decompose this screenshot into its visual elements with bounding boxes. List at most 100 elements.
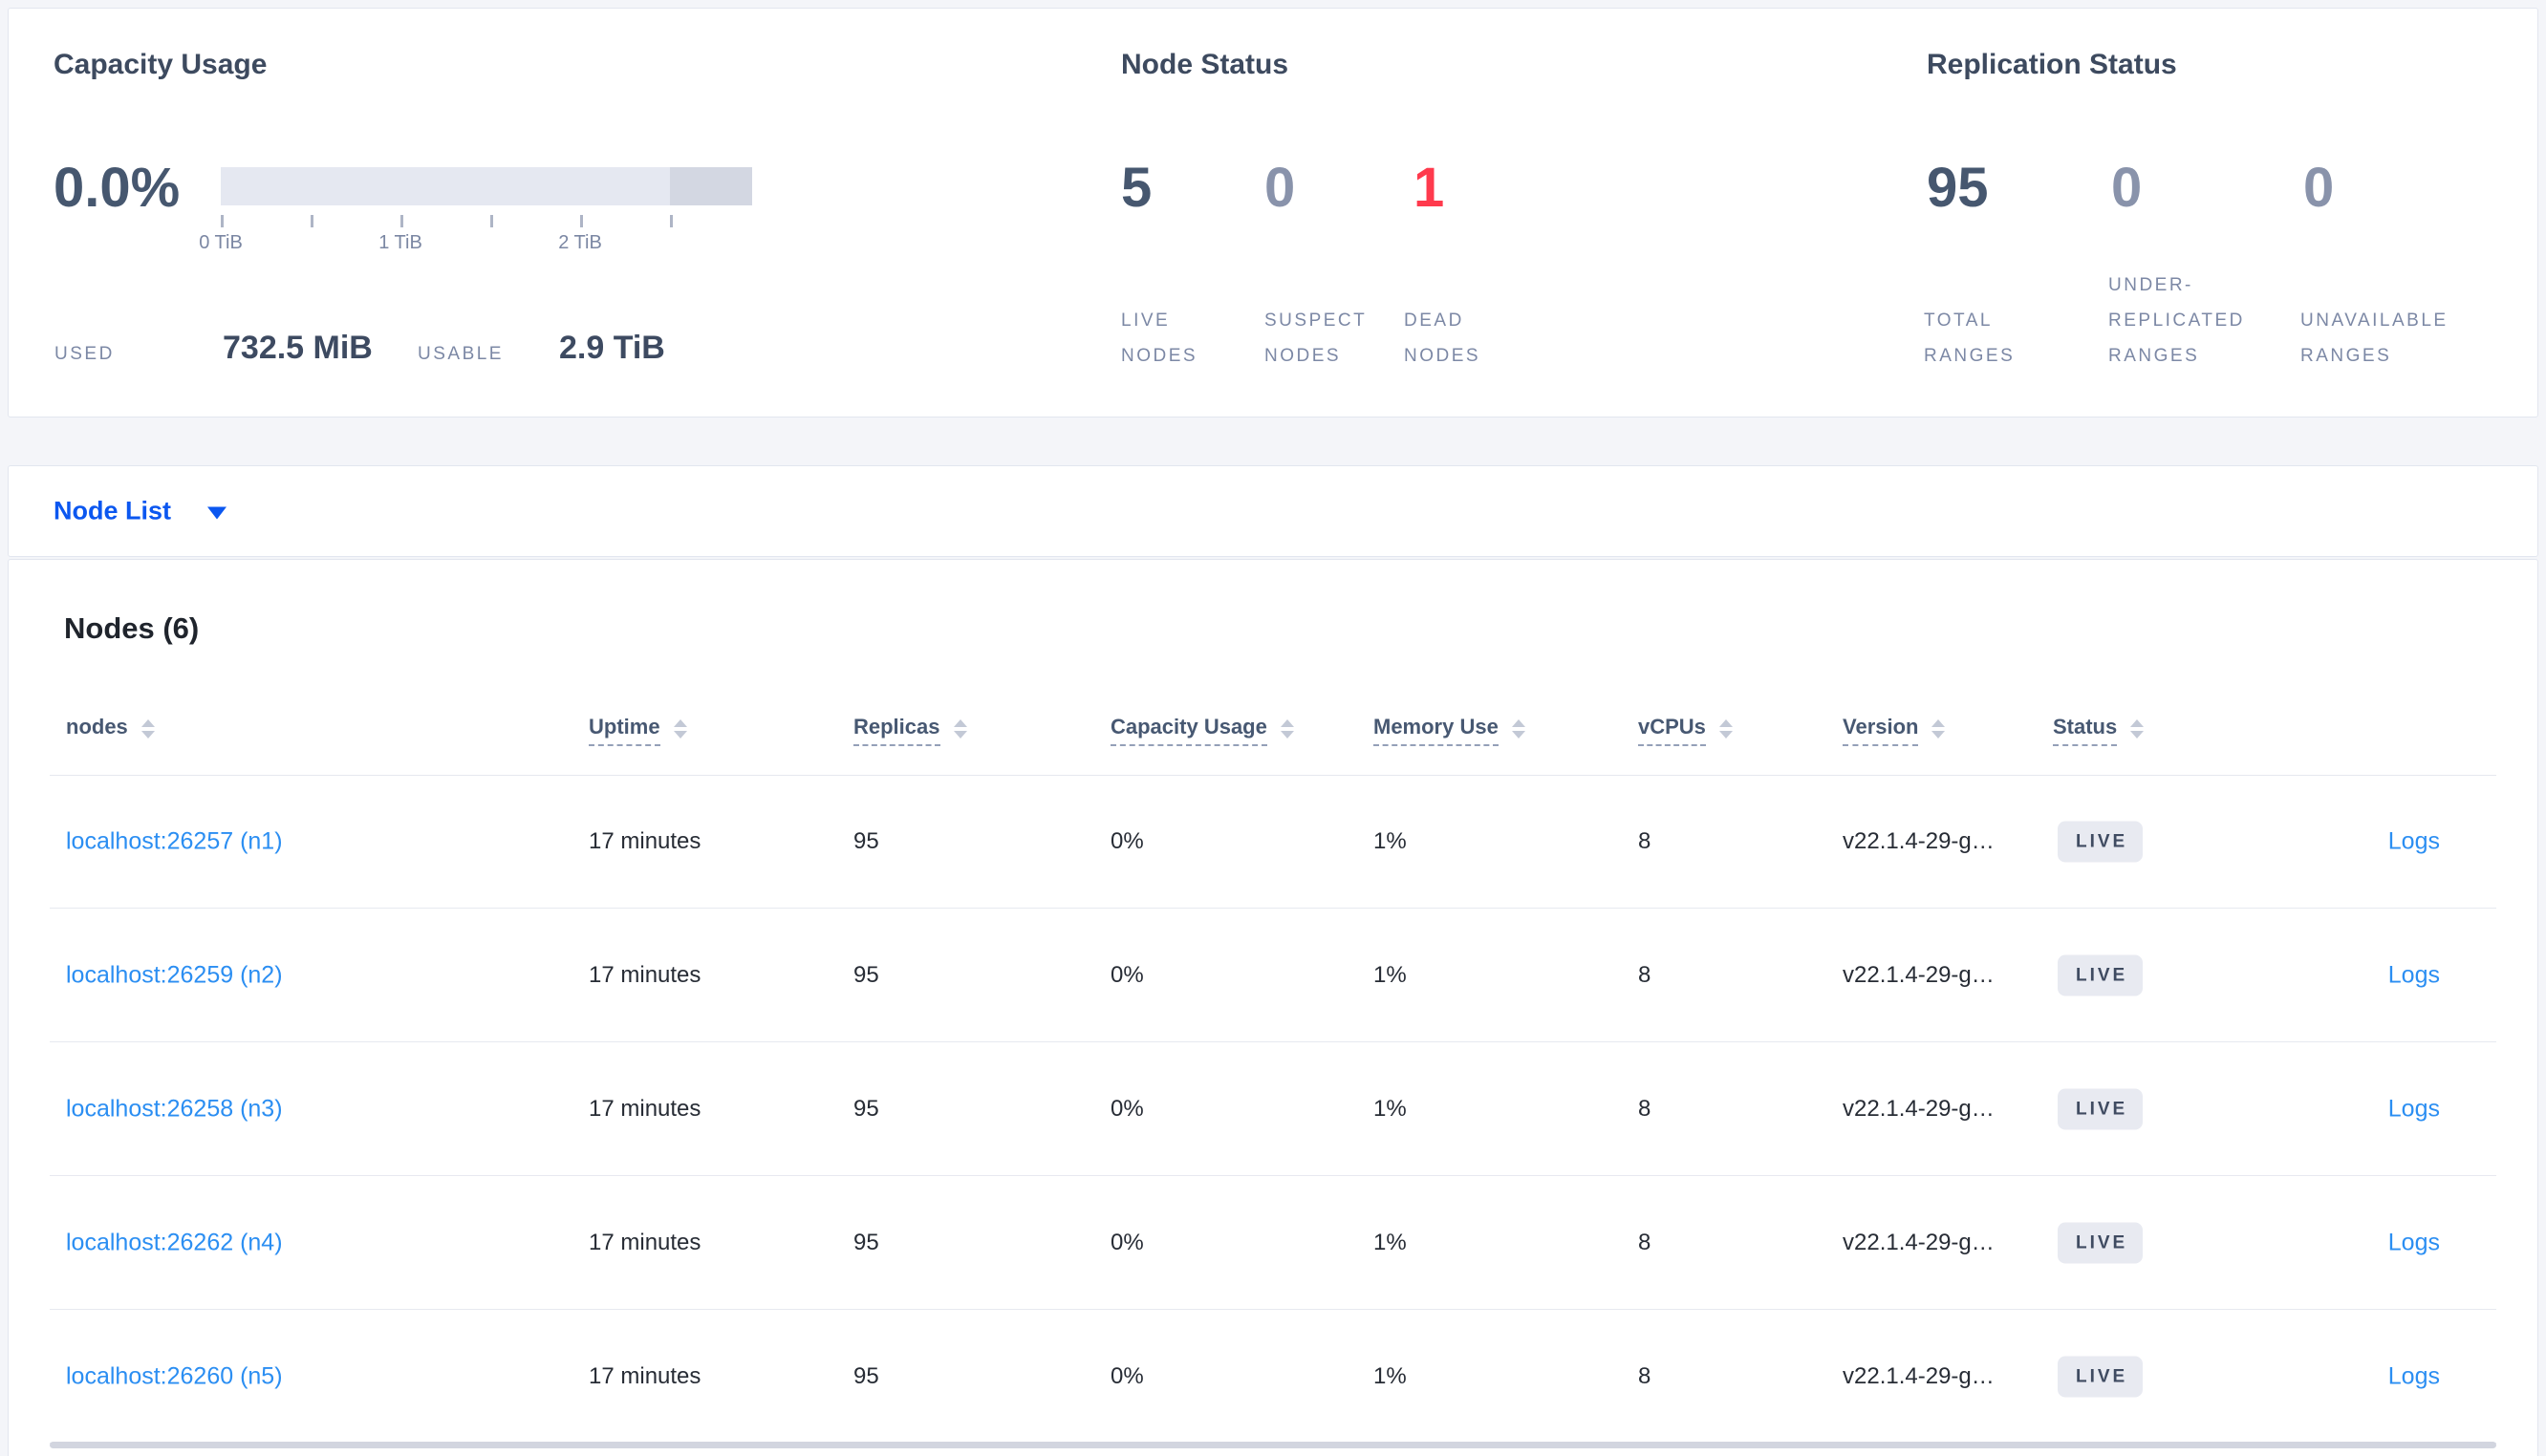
uptime-cell: 17 minutes bbox=[589, 1363, 701, 1389]
under-replicated-ranges-count: 0 bbox=[2111, 157, 2143, 219]
logs-link[interactable]: Logs bbox=[2387, 961, 2440, 989]
capacity-bar-dark-segment bbox=[670, 167, 752, 205]
replicas-cell: 95 bbox=[853, 962, 879, 988]
axis-tick bbox=[400, 215, 403, 227]
table-row: localhost:26262 (n4) 17 minutes 95 0% 1%… bbox=[9, 1176, 2537, 1310]
nodes-table-panel: Nodes (6) nodes Uptime Replicas Capacity… bbox=[8, 559, 2538, 1456]
logs-link[interactable]: Logs bbox=[2387, 1229, 2440, 1256]
capacity-usage-title: Capacity Usage bbox=[54, 49, 268, 80]
uptime-cell: 17 minutes bbox=[589, 1230, 701, 1255]
status-badge: LIVE bbox=[2058, 1088, 2144, 1130]
column-header-version[interactable]: Version bbox=[1843, 715, 1946, 746]
table-body: localhost:26257 (n1) 17 minutes 95 0% 1%… bbox=[9, 775, 2537, 1448]
column-header-nodes[interactable]: nodes bbox=[66, 715, 155, 746]
column-header-uptime[interactable]: Uptime bbox=[589, 715, 687, 746]
status-badge: LIVE bbox=[2058, 821, 2144, 863]
sort-icon bbox=[953, 718, 967, 739]
status-badge: LIVE bbox=[2058, 954, 2144, 996]
version-cell: v22.1.4-29-g… bbox=[1843, 828, 1995, 854]
memory-cell: 1% bbox=[1373, 828, 1407, 854]
horizontal-scrollbar[interactable] bbox=[50, 1442, 2496, 1448]
sort-icon bbox=[2130, 718, 2145, 739]
node-link[interactable]: localhost:26259 (n2) bbox=[66, 961, 283, 989]
table-header-row: nodes Uptime Replicas Capacity Usage Mem… bbox=[9, 703, 2537, 775]
version-cell: v22.1.4-29-g… bbox=[1843, 1096, 1995, 1122]
column-header-vcpus[interactable]: vCPUs bbox=[1638, 715, 1733, 746]
memory-cell: 1% bbox=[1373, 1096, 1407, 1122]
used-label: USED bbox=[54, 344, 115, 364]
logs-link[interactable]: Logs bbox=[2387, 827, 2440, 855]
node-link[interactable]: localhost:26258 (n3) bbox=[66, 1095, 283, 1123]
sort-icon bbox=[1931, 718, 1946, 739]
column-header-status[interactable]: Status bbox=[2053, 715, 2145, 746]
used-value: 732.5 MiB bbox=[223, 330, 373, 366]
status-badge: LIVE bbox=[2058, 1222, 2144, 1264]
uptime-cell: 17 minutes bbox=[589, 828, 701, 854]
suspect-nodes-count: 0 bbox=[1264, 157, 1296, 219]
capacity-bar-track bbox=[221, 167, 752, 205]
memory-cell: 1% bbox=[1373, 962, 1407, 988]
replication-status-title: Replication Status bbox=[1927, 49, 2177, 80]
usable-value: 2.9 TiB bbox=[559, 330, 665, 366]
node-status-title: Node Status bbox=[1121, 49, 1289, 80]
live-nodes-count: 5 bbox=[1121, 157, 1153, 219]
version-cell: v22.1.4-29-g… bbox=[1843, 1363, 1995, 1389]
axis-tick bbox=[311, 215, 313, 227]
memory-cell: 1% bbox=[1373, 1363, 1407, 1389]
header-divider bbox=[50, 775, 2496, 776]
replicas-cell: 95 bbox=[853, 1096, 879, 1122]
suspect-nodes-label: SUSPECT NODES bbox=[1264, 310, 1367, 366]
table-row: localhost:26259 (n2) 17 minutes 95 0% 1%… bbox=[9, 909, 2537, 1042]
node-list-dropdown-label: Node List bbox=[54, 496, 172, 525]
column-header-replicas[interactable]: Replicas bbox=[853, 715, 967, 746]
axis-tick-label: 1 TiB bbox=[378, 232, 422, 253]
table-row: localhost:26260 (n5) 17 minutes 95 0% 1%… bbox=[9, 1310, 2537, 1444]
logs-link[interactable]: Logs bbox=[2387, 1362, 2440, 1390]
nodes-section-title: Nodes (6) bbox=[64, 611, 200, 645]
view-selector-bar: Node List bbox=[8, 465, 2538, 557]
axis-tick bbox=[221, 215, 224, 227]
replicas-cell: 95 bbox=[853, 1230, 879, 1255]
node-link[interactable]: localhost:26260 (n5) bbox=[66, 1362, 283, 1390]
total-ranges-label: TOTAL RANGES bbox=[1924, 310, 2016, 366]
capacity-usage-percent: 0.0% bbox=[54, 157, 181, 219]
vcpus-cell: 8 bbox=[1638, 1096, 1651, 1122]
column-header-capacity-usage[interactable]: Capacity Usage bbox=[1111, 715, 1294, 746]
usable-label: USABLE bbox=[418, 344, 504, 364]
column-header-memory-use[interactable]: Memory Use bbox=[1373, 715, 1525, 746]
sort-icon bbox=[1511, 718, 1525, 739]
status-badge: LIVE bbox=[2058, 1356, 2144, 1398]
sort-icon bbox=[1718, 718, 1733, 739]
vcpus-cell: 8 bbox=[1638, 828, 1651, 854]
table-row: localhost:26258 (n3) 17 minutes 95 0% 1%… bbox=[9, 1042, 2537, 1176]
axis-tick bbox=[670, 215, 673, 227]
dead-nodes-label: DEAD NODES bbox=[1404, 310, 1481, 366]
version-cell: v22.1.4-29-g… bbox=[1843, 962, 1995, 988]
capacity-usage-bar-chart: 0 TiB 1 TiB 2 TiB bbox=[199, 167, 752, 282]
node-list-dropdown[interactable]: Node List bbox=[54, 497, 227, 526]
vcpus-cell: 8 bbox=[1638, 1230, 1651, 1255]
memory-cell: 1% bbox=[1373, 1230, 1407, 1255]
capacity-cell: 0% bbox=[1111, 1230, 1144, 1255]
sort-icon bbox=[1280, 718, 1294, 739]
vcpus-cell: 8 bbox=[1638, 962, 1651, 988]
vcpus-cell: 8 bbox=[1638, 1363, 1651, 1389]
cluster-summary-panel: Capacity Usage 0.0% 0 TiB 1 TiB 2 TiB US… bbox=[8, 8, 2538, 418]
capacity-cell: 0% bbox=[1111, 1363, 1144, 1389]
axis-tick bbox=[580, 215, 583, 227]
uptime-cell: 17 minutes bbox=[589, 1096, 701, 1122]
replicas-cell: 95 bbox=[853, 1363, 879, 1389]
node-link[interactable]: localhost:26262 (n4) bbox=[66, 1229, 283, 1256]
node-link[interactable]: localhost:26257 (n1) bbox=[66, 827, 283, 855]
capacity-cell: 0% bbox=[1111, 962, 1144, 988]
dead-nodes-count: 1 bbox=[1413, 157, 1445, 219]
unavailable-ranges-label: UNAVAILABLE RANGES bbox=[2300, 310, 2449, 366]
unavailable-ranges-count: 0 bbox=[2303, 157, 2335, 219]
capacity-cell: 0% bbox=[1111, 828, 1144, 854]
axis-tick-label: 0 TiB bbox=[199, 232, 243, 253]
logs-link[interactable]: Logs bbox=[2387, 1095, 2440, 1123]
axis-tick bbox=[490, 215, 493, 227]
axis-tick-label: 2 TiB bbox=[558, 232, 602, 253]
version-cell: v22.1.4-29-g… bbox=[1843, 1230, 1995, 1255]
